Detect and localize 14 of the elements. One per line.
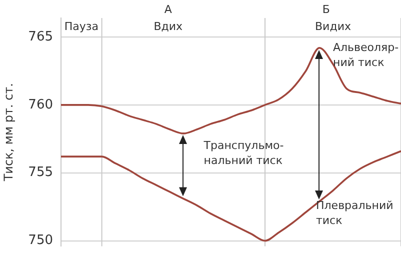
- annotation: Альвеоляр- ний тиск: [333, 40, 399, 69]
- annotation: Транспульмо- нальний тиск: [202, 138, 284, 167]
- line-series: [60, 150, 401, 242]
- y-tick-label: 755: [28, 165, 53, 180]
- text: Б: [322, 2, 330, 16]
- annotation: Пауза: [64, 20, 98, 33]
- y-tick-label: 760: [28, 97, 53, 112]
- text: А: [164, 2, 172, 16]
- annotation: Вдих: [154, 20, 183, 33]
- y-tick-label: 765: [28, 29, 53, 44]
- annotation: Видих: [315, 20, 352, 33]
- y-tick-label: 750: [28, 233, 53, 248]
- y-axis-title: Тиск, мм рт. ст.: [1, 83, 16, 182]
- annotation: Плевральний тиск: [316, 198, 394, 227]
